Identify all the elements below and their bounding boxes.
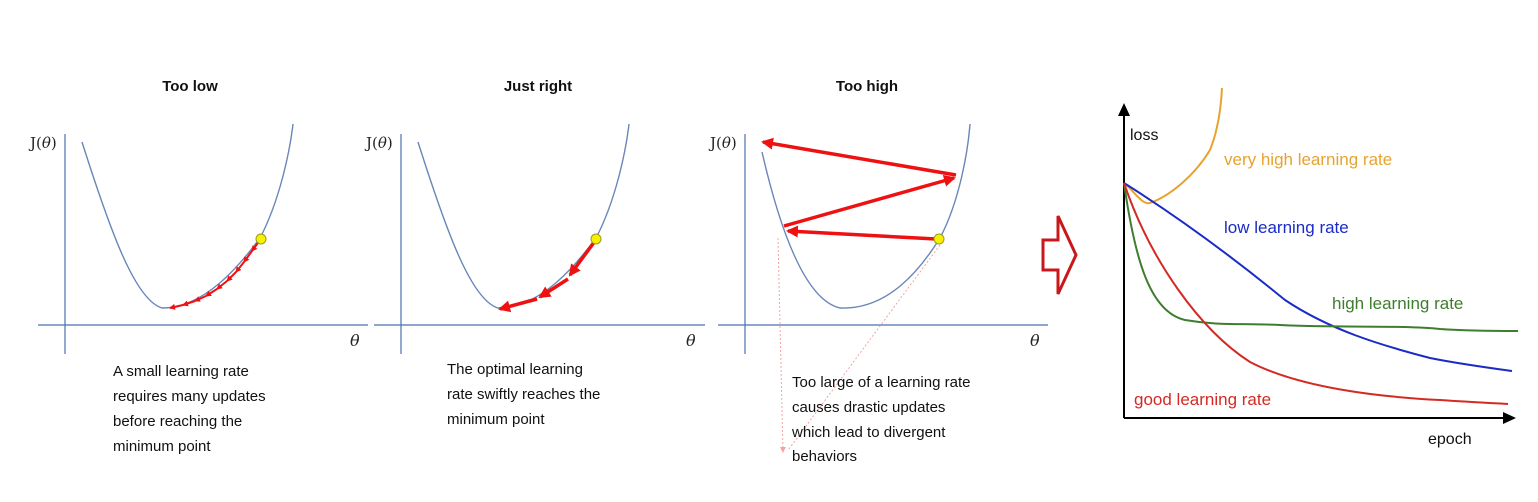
legend-very-high-learning-rate: very high learning rate [1224, 150, 1392, 169]
epoch-axis-arrowhead [1503, 412, 1516, 424]
y-axis-label: J(θ) [364, 134, 393, 152]
caption: A small learning rate requires many upda… [113, 363, 270, 455]
x-axis-label: θ [686, 331, 696, 350]
y-axis-label: J(θ) [708, 134, 737, 152]
optimal-step-arrows [498, 239, 597, 313]
cost-curve [81, 123, 294, 309]
small-step-arrows [169, 239, 261, 310]
legend-good-learning-rate: good learning rate [1134, 390, 1271, 409]
curve-good-learning-rate [1123, 182, 1509, 405]
panel-too-high: Too high J(θ) θ Too large of a learning … [708, 78, 1048, 465]
curve-high-learning-rate [1123, 182, 1519, 332]
cost-curve [761, 123, 971, 309]
panel-just-right: Just right J(θ) θ The optimal learning r… [364, 78, 705, 428]
divergent-step-arrows [761, 137, 957, 241]
start-point [255, 233, 267, 245]
caption: The optimal learning rate swiftly reache… [447, 361, 605, 428]
cost-curve [417, 123, 630, 309]
start-point [933, 233, 945, 245]
legend-low-learning-rate: low learning rate [1224, 218, 1349, 237]
panel-title: Too low [162, 78, 218, 95]
x-axis-label: θ [1030, 331, 1040, 350]
start-point [590, 233, 602, 245]
y-axis-label: J(θ) [28, 134, 57, 152]
x-axis-label: θ [350, 331, 360, 350]
panel-title: Too high [836, 78, 898, 95]
loss-label: loss [1130, 127, 1158, 144]
curve-very-high-learning-rate [1123, 87, 1223, 205]
loss-epoch-chart: loss epoch very high learning rate low l… [1118, 87, 1519, 448]
loss-axis-arrowhead [1118, 103, 1130, 116]
curve-low-learning-rate [1123, 182, 1513, 372]
caption: Too large of a learning rate causes dras… [791, 374, 975, 465]
panel-too-low: Too low J(θ) θ A small learning rate req… [28, 78, 368, 455]
panel-title: Just right [504, 78, 572, 95]
legend-high-learning-rate: high learning rate [1332, 294, 1463, 313]
epoch-label: epoch [1428, 431, 1472, 448]
hollow-right-arrow-icon [1041, 215, 1078, 295]
